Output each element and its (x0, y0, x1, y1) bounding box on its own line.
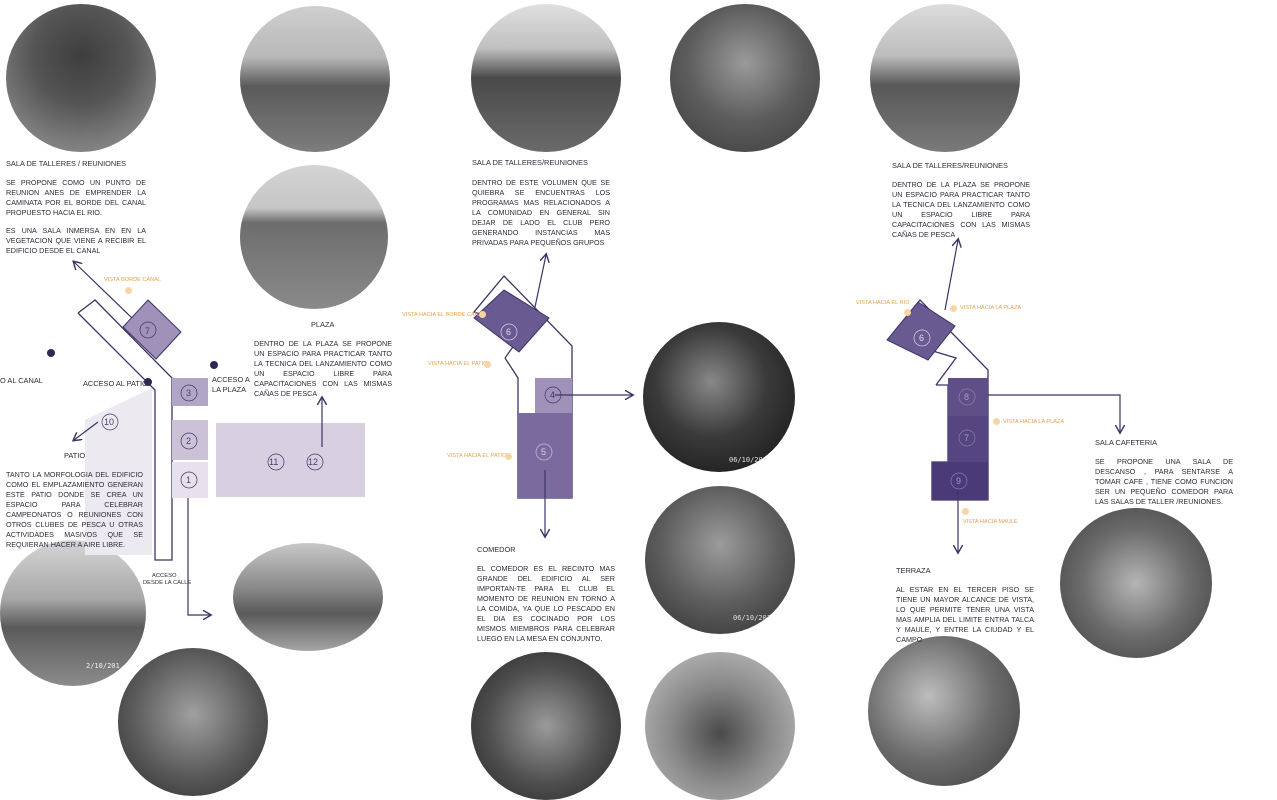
room-number-9: 9 (956, 476, 962, 486)
photo-group-outdoor (870, 4, 1020, 152)
vista-marker (484, 361, 491, 368)
plan-section-2 (472, 255, 632, 536)
photo-dinner-table (471, 652, 621, 800)
terraza-title: TERRAZA (896, 566, 931, 575)
room-7 (948, 416, 988, 462)
room-number-2: 2 (186, 436, 192, 446)
vista-marker (950, 305, 957, 312)
comedor-title: COMEDOR (477, 545, 516, 554)
photo-dancing-couple (670, 4, 820, 152)
room-number-8: 8 (964, 392, 970, 402)
cafeteria-text: SE PROPONE UNA SALA DE DESCANSO , PARA S… (1095, 457, 1233, 506)
plaza-title: PLAZA (311, 320, 335, 329)
photo-field-fishing (240, 165, 388, 309)
point-marker (144, 378, 152, 386)
photo-cafeteria-gathering (1060, 508, 1212, 658)
room-number-6: 6 (506, 327, 512, 337)
sala-talleres-title-3: SALA DE TALLERES/REUNIONES (892, 161, 1008, 170)
plaza-area (216, 423, 365, 497)
vista-borde-canal-label: VISTA HACIA EL BORDE CANAL (402, 312, 486, 318)
photo-cooking: 06/10/201 (645, 486, 795, 634)
vista-marker (505, 453, 512, 460)
photo-seafood-dish (645, 652, 795, 800)
room-number-5: 5 (541, 447, 547, 457)
room-number-4: 4 (550, 390, 556, 400)
room-number-11: 11 (269, 457, 279, 467)
photo-man-with-fish: 06/10/201 (643, 322, 795, 472)
room-2 (172, 420, 208, 460)
cafeteria-title: SALA CAFETERIA (1095, 438, 1158, 447)
comedor-text: EL COMEDOR ES EL RECINTO MAS GRANDE DEL … (477, 564, 615, 643)
photo-date-stamp: 2/10/201 (86, 662, 120, 670)
sala-talleres-title-2: SALA DE TALLERES/REUNIONES (472, 158, 588, 167)
photo-date-stamp: 06/10/201 (733, 614, 771, 622)
vista-patio-label: VISTA HACIA EL PATIO (447, 453, 507, 459)
building-outline (77, 299, 173, 561)
room-number-3: 3 (186, 388, 192, 398)
sala-talleres-text-1b: ES UNA SALA INMERSA EN EN LA VEGETACION … (6, 226, 146, 255)
label-acceso-plaza-2: LA PLAZA (212, 385, 247, 394)
room-number-10: 10 (104, 417, 115, 427)
room-6 (886, 301, 956, 361)
vista-marker (962, 508, 969, 515)
room-number-6: 6 (919, 333, 925, 343)
room-1 (172, 462, 208, 498)
vista-borde-canal-label: VISTA BORDE CANAL (104, 277, 162, 283)
label-acceso-calle-2: DESDE LA CALLE (143, 580, 192, 586)
photo-fish-sculpture (233, 543, 383, 651)
plaza-text: DENTRO DE LA PLAZA SE PROPONE UN ESPACIO… (254, 339, 392, 398)
terraza-text: AL ESTAR EN EL TERCER PISO SE TIENE UN M… (896, 585, 1034, 644)
plan-section-3 (886, 240, 1120, 552)
room-7 (122, 299, 182, 360)
sala-talleres-text-3: DENTRO DE LA PLAZA SE PROPONE UN ESPACIO… (892, 180, 1030, 239)
label-acceso-calle-1: ACCESO (152, 573, 177, 579)
vista-rio-label: VISTA HACIA EL RIO (856, 300, 910, 306)
vista-marker (125, 287, 132, 294)
photo-trophy (118, 648, 268, 796)
patio-area (85, 388, 152, 555)
photo-aerial-view (868, 636, 1020, 786)
vista-patio-label: VISTA HACIA EL PATIO (428, 361, 488, 367)
point-marker (47, 349, 55, 357)
vista-marker (993, 418, 1000, 425)
room-number-12: 12 (308, 457, 319, 467)
sala-talleres-text-1a: SE PROPONE COMO UN PUNTO DE REUNION ANES… (6, 178, 146, 217)
label-acceso-patio: ACCESO AL PATIO (83, 379, 148, 388)
photo-club-event: 2/10/201 (0, 540, 146, 686)
label-acceso-plaza-1: ACCESO A (212, 375, 250, 384)
vista-maule-label: VISTA HACIA MAULE (963, 519, 1018, 525)
sala-talleres-title-1: SALA DE TALLERES / REUNIONES (6, 159, 127, 168)
photo-willow-trees (6, 4, 156, 152)
photo-street-park (240, 6, 390, 152)
patio-title: PATIO (64, 451, 86, 460)
plan-section-1 (74, 262, 365, 615)
label-al-canal: O AL CANAL (0, 376, 43, 385)
sala-talleres-text-2: DENTRO DE ESTE VOLUMEN QUE SE QUIEBRA SE… (472, 178, 610, 247)
room-3 (172, 378, 208, 406)
room-8 (948, 378, 988, 416)
room-number-7: 7 (964, 433, 970, 443)
vista-marker (479, 311, 486, 318)
photo-date-stamp: 06/10/201 (729, 456, 767, 464)
room-number-7: 7 (145, 326, 151, 336)
room-6 (473, 289, 550, 353)
vista-marker (904, 309, 911, 316)
room-9 (932, 462, 988, 500)
room-number-1: 1 (186, 475, 192, 485)
photo-group-club (471, 4, 621, 152)
point-marker (210, 361, 218, 369)
vista-plaza-label: VISTA HACIA LA PLAZA (1003, 419, 1065, 425)
vista-plaza-label: VISTA HACIA LA PLAZA (960, 305, 1022, 311)
patio-text: TANTO LA MORFOLOGIA DEL EDIFICIO COMO EL… (6, 470, 143, 549)
